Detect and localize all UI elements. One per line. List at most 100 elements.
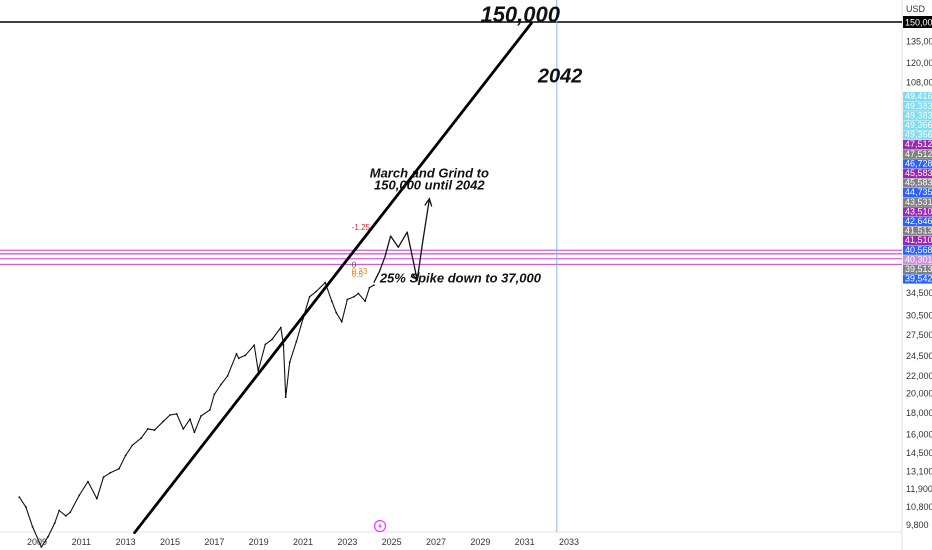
horizontal-levels — [0, 21, 902, 265]
series-point-11 — [95, 497, 98, 500]
price-badge-13 — [903, 216, 932, 226]
series-line-0 — [18, 282, 375, 548]
series-point-5 — [53, 522, 56, 525]
price-badge-label-2: 49,383 — [905, 110, 932, 120]
series-point-7 — [64, 514, 67, 517]
price-badge-label-6: 47,512 — [905, 149, 932, 159]
y-tick-label-14: 11,900 — [906, 484, 932, 494]
series-point-38 — [279, 326, 282, 329]
x-tick-label-3: 2015 — [160, 537, 180, 547]
x-tick-label-11: 2031 — [515, 537, 535, 547]
series-point-39 — [282, 344, 285, 347]
price-badge-16 — [903, 245, 932, 255]
price-badge-label-9: 45,583 — [905, 178, 932, 188]
series-point-6 — [58, 509, 61, 512]
projection-drawing — [373, 197, 433, 283]
y-axis-ticks: 150,000 135,000 120,000 108,000 34,500 30,500… — [903, 16, 932, 530]
annotation-0: 150,000 — [480, 2, 560, 27]
y-tick-label-10: 18,000 — [906, 408, 932, 418]
price-badge-label-14: 41,513 — [905, 226, 932, 236]
x-tick-label-4: 2017 — [204, 537, 224, 547]
series-point-34 — [253, 344, 256, 347]
price-badge-19 — [903, 274, 932, 284]
series-point-4 — [47, 535, 49, 538]
x-tick-label-9: 2027 — [426, 537, 446, 547]
series-point-33 — [244, 354, 247, 357]
price-badge-18 — [903, 264, 932, 274]
series-point-52 — [357, 292, 360, 295]
price-badge-5 — [903, 140, 932, 150]
price-badge-0 — [903, 92, 932, 102]
x-tick-label-0: 2009 — [27, 537, 47, 547]
price-badge-label-10: 44,735 — [905, 187, 932, 197]
price-badge-3 — [903, 120, 932, 130]
series-point-28 — [213, 393, 216, 396]
fib-label-3: 0.5 — [352, 270, 364, 279]
series-point-0 — [18, 496, 21, 499]
series-point-8 — [69, 511, 72, 514]
y-tick-label-5: 30,500 — [906, 311, 932, 321]
series-point-24 — [189, 418, 191, 421]
currency-label: USD — [906, 4, 926, 14]
x-tick-label-12: 2033 — [559, 537, 579, 547]
lightning-icon[interactable] — [373, 519, 387, 533]
y-tick-label-12: 14,500 — [906, 448, 932, 458]
price-badge-7 — [903, 159, 932, 169]
fib-labels: -1.25 00.330.5 — [352, 223, 371, 279]
series-point-19 — [153, 429, 156, 431]
spike-arrowhead — [411, 272, 420, 282]
series-point-31 — [235, 352, 238, 355]
price-badges: 49,41649,38349,38349,36649,36647,51247,5… — [903, 91, 932, 284]
price-badge-14 — [903, 226, 932, 236]
y-tick-label-11: 16,000 — [906, 430, 932, 440]
series-point-15 — [124, 454, 127, 457]
series-point-16 — [131, 444, 134, 447]
price-badge-8 — [903, 168, 932, 178]
series-point-51 — [353, 295, 355, 298]
x-tick-label-5: 2019 — [249, 537, 269, 547]
price-series — [18, 281, 375, 548]
fib-label-2: 0.33 — [352, 267, 368, 276]
series-point-37 — [271, 338, 273, 341]
series-point-25 — [193, 431, 196, 434]
price-badge-11 — [903, 197, 932, 207]
series-point-32 — [237, 357, 240, 360]
price-badge-label-18: 39,513 — [905, 264, 932, 274]
series-point-47 — [330, 300, 333, 303]
price-badge-label-19: 39,542 — [905, 274, 932, 284]
y-tick-label-3: 108,000 — [906, 78, 932, 88]
y-tick-label-8: 22,000 — [906, 371, 932, 381]
y-tick-badge-0 — [903, 16, 932, 28]
series-point-17 — [140, 437, 143, 440]
price-badge-label-11: 43,531 — [905, 197, 932, 207]
price-badge-17 — [903, 255, 932, 265]
y-tick-label-7: 24,500 — [906, 351, 932, 361]
series-point-1 — [25, 506, 27, 508]
price-badge-label-15: 41,510 — [905, 235, 932, 245]
x-tick-label-10: 2029 — [470, 537, 490, 547]
series-point-40 — [284, 396, 287, 399]
fib-label-0: -1.25 — [352, 223, 371, 232]
series-point-14 — [118, 467, 120, 470]
y-tick-label-0: 150,000 — [905, 18, 932, 28]
series-point-36 — [264, 343, 267, 346]
y-tick-label-13: 13,100 — [906, 466, 932, 476]
price-badge-label-12: 43,510 — [905, 206, 932, 216]
price-badge-label-5: 47,512 — [905, 139, 932, 149]
annotation-4: 25% Spike down to 37,000 — [379, 271, 542, 286]
price-badge-10 — [903, 188, 932, 198]
y-tick-label-15: 10,800 — [906, 502, 932, 512]
series-point-10 — [87, 480, 89, 483]
series-point-20 — [162, 420, 165, 423]
y-tick-label-9: 20,000 — [906, 388, 932, 398]
price-badge-6 — [903, 149, 932, 159]
x-axis-ticks: 2009 2011 2013 2015 2017 2019 2021 2023 2025 2027… — [27, 537, 579, 547]
series-point-55 — [373, 284, 375, 287]
long-trendline — [133, 21, 533, 535]
series-point-23 — [182, 428, 185, 430]
trendline — [133, 21, 533, 535]
y-tick-label-6: 27,500 — [906, 330, 932, 340]
series-point-30 — [226, 375, 229, 377]
series-point-12 — [102, 476, 105, 479]
